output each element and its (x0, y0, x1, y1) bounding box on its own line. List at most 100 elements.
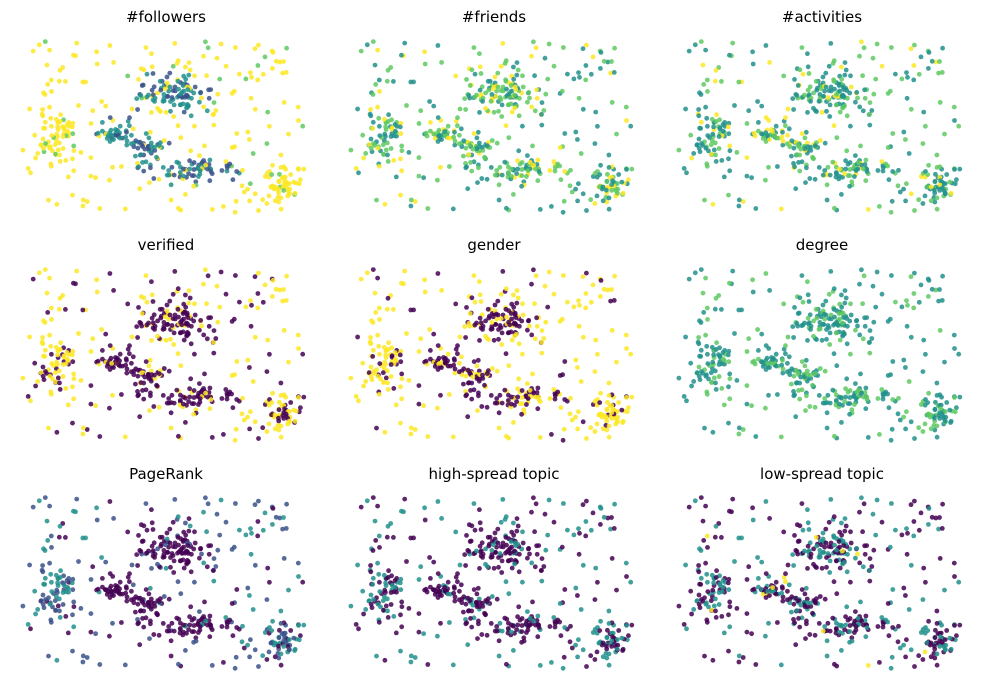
scatter-point (149, 566, 154, 571)
scatter-point (495, 70, 501, 76)
scatter-point (932, 415, 937, 421)
scatter-point (897, 645, 903, 651)
scatter-point (453, 301, 459, 307)
scatter-point (512, 92, 517, 98)
scatter-point (95, 358, 101, 364)
scatter-point (187, 166, 193, 172)
scatter-point (792, 164, 797, 170)
scatter-point (594, 421, 600, 427)
scatter-point (477, 110, 482, 115)
scatter-point (49, 579, 54, 585)
scatter-point (803, 129, 809, 135)
scatter-point (899, 304, 905, 310)
scatter-point (442, 585, 447, 590)
scatter-point (887, 88, 893, 94)
scatter-point (906, 607, 912, 612)
scatter-point (841, 87, 847, 92)
scatter-point (578, 379, 584, 384)
scatter-point (532, 336, 538, 342)
scatter-point (95, 586, 101, 592)
scatter-point (276, 179, 282, 185)
scatter-point (686, 48, 692, 54)
scatter-point (28, 626, 33, 632)
scatter-point (831, 123, 837, 129)
scatter-point (160, 165, 166, 170)
scatter-point (899, 76, 905, 82)
scatter-point (57, 159, 63, 164)
scatter-point (901, 186, 906, 192)
scatter-point (140, 160, 145, 165)
scatter-point (178, 91, 184, 97)
scatter-point (880, 396, 886, 402)
scatter-point (47, 275, 52, 281)
scatter-point (755, 99, 760, 104)
scatter-point (713, 380, 718, 386)
scatter-point (161, 92, 167, 97)
scatter-point (427, 327, 432, 332)
scatter-point (827, 570, 833, 575)
scatter-point (834, 319, 839, 325)
scatter-point (233, 45, 238, 50)
scatter-point (124, 585, 129, 591)
scatter-point (524, 402, 529, 407)
scatter-point (609, 100, 615, 105)
scatter-point (355, 334, 360, 340)
scatter-point (576, 70, 581, 75)
scatter-point (942, 190, 948, 196)
scatter-point (281, 638, 287, 643)
scatter-point (767, 288, 772, 293)
scatter-point (588, 653, 594, 659)
scatter-point (609, 556, 615, 561)
scatter-point (588, 71, 594, 77)
scatter-point (40, 563, 45, 568)
scatter-point (392, 356, 398, 362)
scatter-point (181, 337, 187, 343)
scatter-point (700, 290, 706, 296)
scatter-point (612, 501, 617, 507)
scatter-point (496, 410, 502, 416)
scatter-point (88, 121, 94, 126)
scatter-point (703, 560, 708, 566)
scatter-point (793, 186, 799, 192)
scatter-point (623, 560, 629, 566)
scatter-point (483, 333, 488, 339)
scatter-point (42, 320, 48, 325)
scatter-point (934, 165, 940, 170)
scatter-point (368, 592, 374, 598)
scatter-point (895, 183, 901, 189)
scatter-point (763, 499, 769, 504)
scatter-point (398, 156, 403, 162)
scatter-point (763, 595, 769, 600)
scatter-point (614, 587, 619, 593)
scatter-point (264, 369, 270, 374)
scatter-point (160, 98, 166, 104)
scatter-point (837, 394, 842, 400)
scatter-point (573, 129, 579, 135)
scatter-point (162, 542, 168, 548)
scatter-point (714, 340, 719, 346)
scatter-point (904, 551, 910, 557)
scatter-point (734, 606, 740, 611)
scatter-point (377, 133, 383, 139)
scatter-point (532, 529, 537, 535)
scatter-point (499, 342, 505, 347)
scatter-point (141, 396, 147, 402)
scatter-point (710, 429, 716, 435)
scatter-point (504, 433, 509, 439)
scatter-point (826, 291, 832, 297)
scatter-point (689, 611, 694, 617)
scatter-point (475, 636, 480, 641)
scatter-point (224, 393, 230, 398)
scatter-point (207, 406, 213, 412)
scatter-point (203, 618, 209, 624)
scatter-point (870, 55, 876, 61)
scatter-point (189, 95, 194, 101)
scatter-point (171, 114, 177, 119)
scatter-point (696, 113, 702, 119)
scatter-point (233, 426, 239, 432)
scatter-point (42, 495, 48, 500)
scatter-point (374, 653, 379, 659)
scatter-point (605, 287, 611, 293)
scatter-point (808, 99, 813, 104)
scatter-point (525, 327, 530, 333)
